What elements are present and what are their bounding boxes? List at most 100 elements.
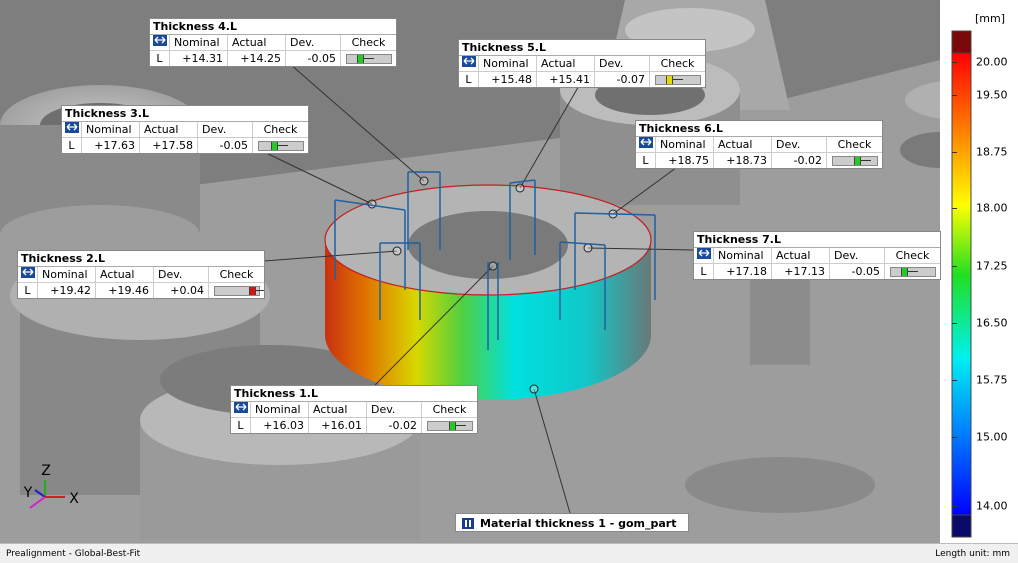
value-cell: +14.31 bbox=[170, 51, 228, 66]
value-cell: +15.48 bbox=[479, 72, 537, 87]
callout: Thickness 6.L Nominal Actual Dev. Check L +18.… bbox=[635, 120, 883, 169]
callout: Thickness 3.L Nominal Actual Dev. Check L +17.… bbox=[61, 105, 309, 154]
column-header: Nominal bbox=[714, 248, 772, 263]
column-header: Actual bbox=[96, 267, 154, 282]
value-row: L +14.31 +14.25 -0.05 bbox=[150, 51, 396, 66]
column-header: Actual bbox=[309, 402, 367, 417]
color-bar-label: 18.75 bbox=[976, 145, 1008, 159]
gauge-tick bbox=[907, 271, 918, 272]
color-bar-tick bbox=[952, 266, 957, 267]
check-cell bbox=[827, 153, 882, 168]
check-cell bbox=[885, 264, 940, 279]
gauge-marker bbox=[448, 422, 456, 430]
gauge-tick bbox=[277, 145, 288, 146]
header-row: Nominal Actual Dev. Check bbox=[694, 248, 940, 264]
value-cell: -0.02 bbox=[367, 418, 422, 433]
icon bbox=[694, 248, 714, 263]
row-label: L bbox=[62, 138, 82, 153]
value-cell: +16.01 bbox=[309, 418, 367, 433]
legend-unit: [mm] bbox=[975, 12, 1005, 25]
gauge-marker bbox=[270, 142, 278, 150]
gauge-tick bbox=[455, 425, 466, 426]
check-gauge bbox=[831, 156, 878, 166]
value-cell: -0.05 bbox=[198, 138, 253, 153]
callout-title: Thickness 7.L bbox=[694, 232, 940, 248]
color-bar-tick bbox=[952, 62, 957, 63]
value-row: L +17.63 +17.58 -0.05 bbox=[62, 138, 308, 153]
callout: Thickness 4.L Nominal Actual Dev. Check L +14.… bbox=[149, 18, 397, 67]
measure-points bbox=[367, 176, 618, 394]
icon bbox=[150, 35, 170, 50]
icon bbox=[18, 267, 38, 282]
check-gauge bbox=[213, 286, 264, 296]
callout-title: Thickness 6.L bbox=[636, 121, 882, 137]
value-cell: +16.03 bbox=[251, 418, 309, 433]
value-cell: +18.75 bbox=[656, 153, 714, 168]
axis-label: Z bbox=[41, 463, 51, 479]
value-cell: +17.58 bbox=[140, 138, 198, 153]
row-label: L bbox=[459, 72, 479, 87]
value-cell: +19.42 bbox=[38, 283, 96, 298]
check-cell bbox=[253, 138, 308, 153]
value-cell: +0.04 bbox=[154, 283, 209, 298]
column-header: Check bbox=[263, 123, 298, 136]
axis-label: X bbox=[69, 491, 79, 507]
icon bbox=[231, 402, 251, 417]
value-cell: -0.05 bbox=[830, 264, 885, 279]
thickness-markers bbox=[334, 171, 656, 350]
value-cell: +18.73 bbox=[714, 153, 772, 168]
axis-triad: Z Y X bbox=[23, 463, 79, 509]
color-bar-label: 16.50 bbox=[976, 316, 1008, 330]
column-header: Dev. bbox=[595, 56, 650, 71]
material-label: Material thickness 1 - gom_part bbox=[455, 513, 689, 532]
column-header: Dev. bbox=[154, 267, 209, 282]
material-text: Material thickness 1 - gom_part bbox=[480, 517, 677, 530]
gauge-marker bbox=[665, 76, 673, 84]
icon bbox=[20, 267, 35, 278]
status-left: Prealignment - Global-Best-Fit bbox=[6, 549, 141, 559]
value-cell: +17.13 bbox=[772, 264, 830, 279]
over-swatch bbox=[951, 30, 972, 54]
header-row: Nominal Actual Dev. Check bbox=[150, 35, 396, 51]
column-header: Dev. bbox=[772, 137, 827, 152]
color-bar-tick bbox=[952, 95, 957, 96]
column-header: Nominal bbox=[82, 122, 140, 137]
header-row: Nominal Actual Dev. Check bbox=[636, 137, 882, 153]
icon bbox=[459, 56, 479, 71]
value-cell: +19.46 bbox=[96, 283, 154, 298]
icon bbox=[64, 122, 79, 133]
gauge-tick bbox=[672, 79, 683, 80]
color-bar-tick bbox=[952, 208, 957, 209]
column-header: Dev. bbox=[286, 35, 341, 50]
value-row: L +17.18 +17.13 -0.05 bbox=[694, 264, 940, 279]
value-row: L +19.42 +19.46 +0.04 bbox=[18, 283, 264, 298]
value-cell: +15.41 bbox=[537, 72, 595, 87]
column-header: Check bbox=[219, 268, 254, 281]
color-bar-tick bbox=[952, 152, 957, 153]
check-cell bbox=[341, 51, 396, 66]
callout: Thickness 1.L Nominal Actual Dev. Check L +16.… bbox=[230, 385, 478, 434]
header-row: Nominal Actual Dev. Check bbox=[18, 267, 264, 283]
color-bar-tick bbox=[952, 506, 957, 507]
icon bbox=[696, 248, 711, 259]
column-header: Actual bbox=[228, 35, 286, 50]
icon bbox=[636, 137, 656, 152]
color-bar-tick bbox=[952, 437, 957, 438]
row-label: L bbox=[231, 418, 251, 433]
gauge-marker bbox=[248, 287, 256, 295]
callout-title: Thickness 2.L bbox=[18, 251, 264, 267]
status-right: Length unit: mm bbox=[935, 549, 1010, 559]
color-bar bbox=[951, 52, 972, 516]
value-cell: -0.07 bbox=[595, 72, 650, 87]
gauge-tick bbox=[255, 290, 264, 291]
column-header: Actual bbox=[537, 56, 595, 71]
icon bbox=[152, 35, 167, 46]
callout: Thickness 5.L Nominal Actual Dev. Check L +15.… bbox=[458, 39, 706, 88]
column-header: Dev. bbox=[367, 402, 422, 417]
value-cell: -0.02 bbox=[772, 153, 827, 168]
value-row: L +18.75 +18.73 -0.02 bbox=[636, 153, 882, 168]
ring-hole bbox=[408, 211, 568, 279]
gauge-tick bbox=[860, 160, 871, 161]
status-bar: Prealignment - Global-Best-Fit Length un… bbox=[0, 543, 1018, 563]
